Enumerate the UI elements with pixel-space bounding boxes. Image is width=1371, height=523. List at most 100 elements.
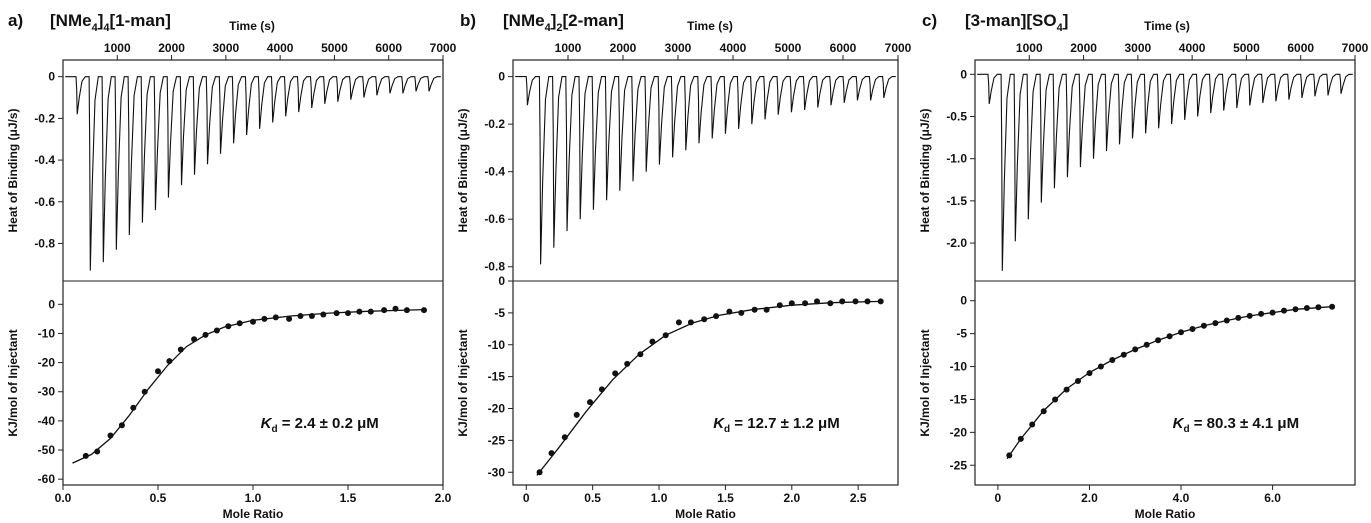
top-x-tick-label: 2000 [1070, 41, 1097, 55]
bottom-y-tick-label: -10 [488, 338, 506, 352]
data-point [1189, 326, 1196, 332]
data-point [1132, 346, 1139, 353]
top-x-tick-label: 3000 [213, 41, 240, 55]
bottom-y-tick-label: 0 [498, 274, 505, 288]
data-point [1235, 314, 1242, 321]
data-point [130, 404, 137, 411]
bottom-x-tick-label: 0.0 [55, 491, 72, 505]
data-point [1315, 304, 1322, 311]
data-point [1200, 322, 1207, 329]
bottom-x-tick-label: 1.0 [651, 491, 668, 505]
data-point [713, 313, 720, 320]
top-x-tick-label: 7000 [430, 41, 457, 55]
top-y-tick-label: 0 [960, 67, 967, 81]
panel-title: [NMe4]4[1-man] [50, 11, 171, 34]
data-point [367, 308, 374, 315]
top-x-tick-label: 1000 [1016, 41, 1043, 55]
data-point [141, 388, 148, 395]
bottom-y-tick-label: -15 [488, 370, 506, 384]
data-point [250, 318, 256, 325]
top-x-tick-label: 4000 [267, 41, 294, 55]
data-point [403, 307, 410, 314]
bottom-y-tick-label: -5 [494, 306, 505, 320]
bottom-x-tick-label: 0 [995, 491, 1002, 505]
data-point [1006, 452, 1013, 459]
data-point [1029, 421, 1036, 428]
bottom-x-tick-label: 1.5 [717, 491, 734, 505]
bottom-x-tick-label: 2.0 [1081, 491, 1098, 505]
bottom-y-tick-label: -20 [488, 402, 506, 416]
panel-frame [512, 59, 899, 486]
bottom-y-axis-label: KJ/mol of Injectant [918, 329, 932, 436]
data-point [788, 300, 795, 307]
top-x-axis-label: Time (s) [687, 19, 733, 33]
data-point [356, 308, 363, 315]
data-point [675, 319, 682, 326]
data-point [1052, 396, 1059, 403]
bottom-x-axis-label: Mole Ratio [675, 507, 736, 521]
data-point [687, 319, 694, 326]
panel-title: [NMe4]2[2-man] [503, 11, 624, 34]
data-point [272, 314, 279, 321]
bottom-y-tick-label: 0 [48, 297, 55, 311]
top-y-axis-label: Heat of Binding (μJ/s) [456, 108, 470, 232]
data-point [1097, 363, 1104, 370]
top-y-tick-label: -0.2 [34, 111, 55, 125]
panel-title: [3-man][SO4] [965, 11, 1068, 34]
data-point [649, 338, 656, 345]
data-point [1109, 357, 1116, 363]
fit-curve [536, 300, 881, 476]
data-point [82, 452, 89, 459]
bottom-y-tick-label: -15 [950, 392, 968, 406]
bottom-x-tick-label: 4.0 [1173, 491, 1190, 505]
data-point [1075, 378, 1081, 384]
bottom-y-tick-label: -30 [38, 385, 56, 399]
bottom-y-tick-label: -10 [38, 326, 56, 340]
data-point [286, 315, 293, 322]
bottom-y-tick-label: -30 [488, 465, 506, 479]
panel-letter: b) [460, 11, 476, 30]
top-y-tick-label: 0 [498, 70, 505, 84]
bottom-x-axis-label: Mole Ratio [223, 507, 284, 521]
data-point [1063, 386, 1070, 393]
bottom-y-tick-label: -50 [38, 443, 56, 457]
top-x-tick-label: 7000 [885, 41, 912, 55]
data-point [548, 450, 555, 457]
panel-1: a) [NMe4]4[1-man] Time (s) 1000 2000 3000 4000… [6, 11, 457, 521]
data-point [1292, 306, 1299, 313]
bottom-y-axis-label: KJ/mol of Injectant [6, 329, 20, 436]
top-y-tick-label: -0.4 [484, 165, 505, 179]
top-y-tick-label: -0.6 [484, 212, 505, 226]
kd-annotation: Kd = 2.4 ± 0.2 μM [261, 415, 379, 435]
bottom-x-tick-label: 0 [523, 491, 530, 505]
kd-annotation: Kd = 80.3 ± 4.1 μM [1173, 415, 1300, 435]
data-point [726, 308, 733, 315]
top-x-tick-label: 4000 [720, 41, 747, 55]
top-x-tick-label: 1000 [555, 41, 582, 55]
data-point [94, 448, 101, 455]
top-y-tick-label: -2.0 [946, 236, 967, 250]
top-y-tick-label: -0.8 [484, 260, 505, 274]
top-x-axis-label: Time (s) [1144, 19, 1190, 33]
data-point [598, 386, 605, 393]
data-point [107, 432, 114, 439]
data-point [345, 310, 351, 317]
top-y-tick-label: -1.0 [946, 152, 967, 166]
top-x-tick-label: 6000 [830, 41, 857, 55]
data-point [225, 323, 232, 330]
data-point [814, 298, 820, 305]
bottom-x-tick-label: 2.0 [435, 491, 452, 505]
data-point [1120, 351, 1127, 358]
top-x-tick-label: 3000 [1125, 41, 1152, 55]
top-y-tick-label: -0.5 [946, 110, 967, 124]
data-point [1269, 309, 1276, 316]
bottom-y-tick-label: -25 [950, 458, 968, 472]
top-y-axis-label: Heat of Binding (μJ/s) [918, 108, 932, 232]
bottom-y-tick-label: -25 [488, 433, 506, 447]
data-point [827, 300, 834, 307]
bottom-y-tick-label: -40 [38, 414, 56, 428]
data-point [624, 360, 631, 367]
top-y-tick-label: 0 [48, 70, 55, 84]
bottom-y-tick-label: -20 [950, 425, 968, 439]
data-point [701, 316, 708, 323]
